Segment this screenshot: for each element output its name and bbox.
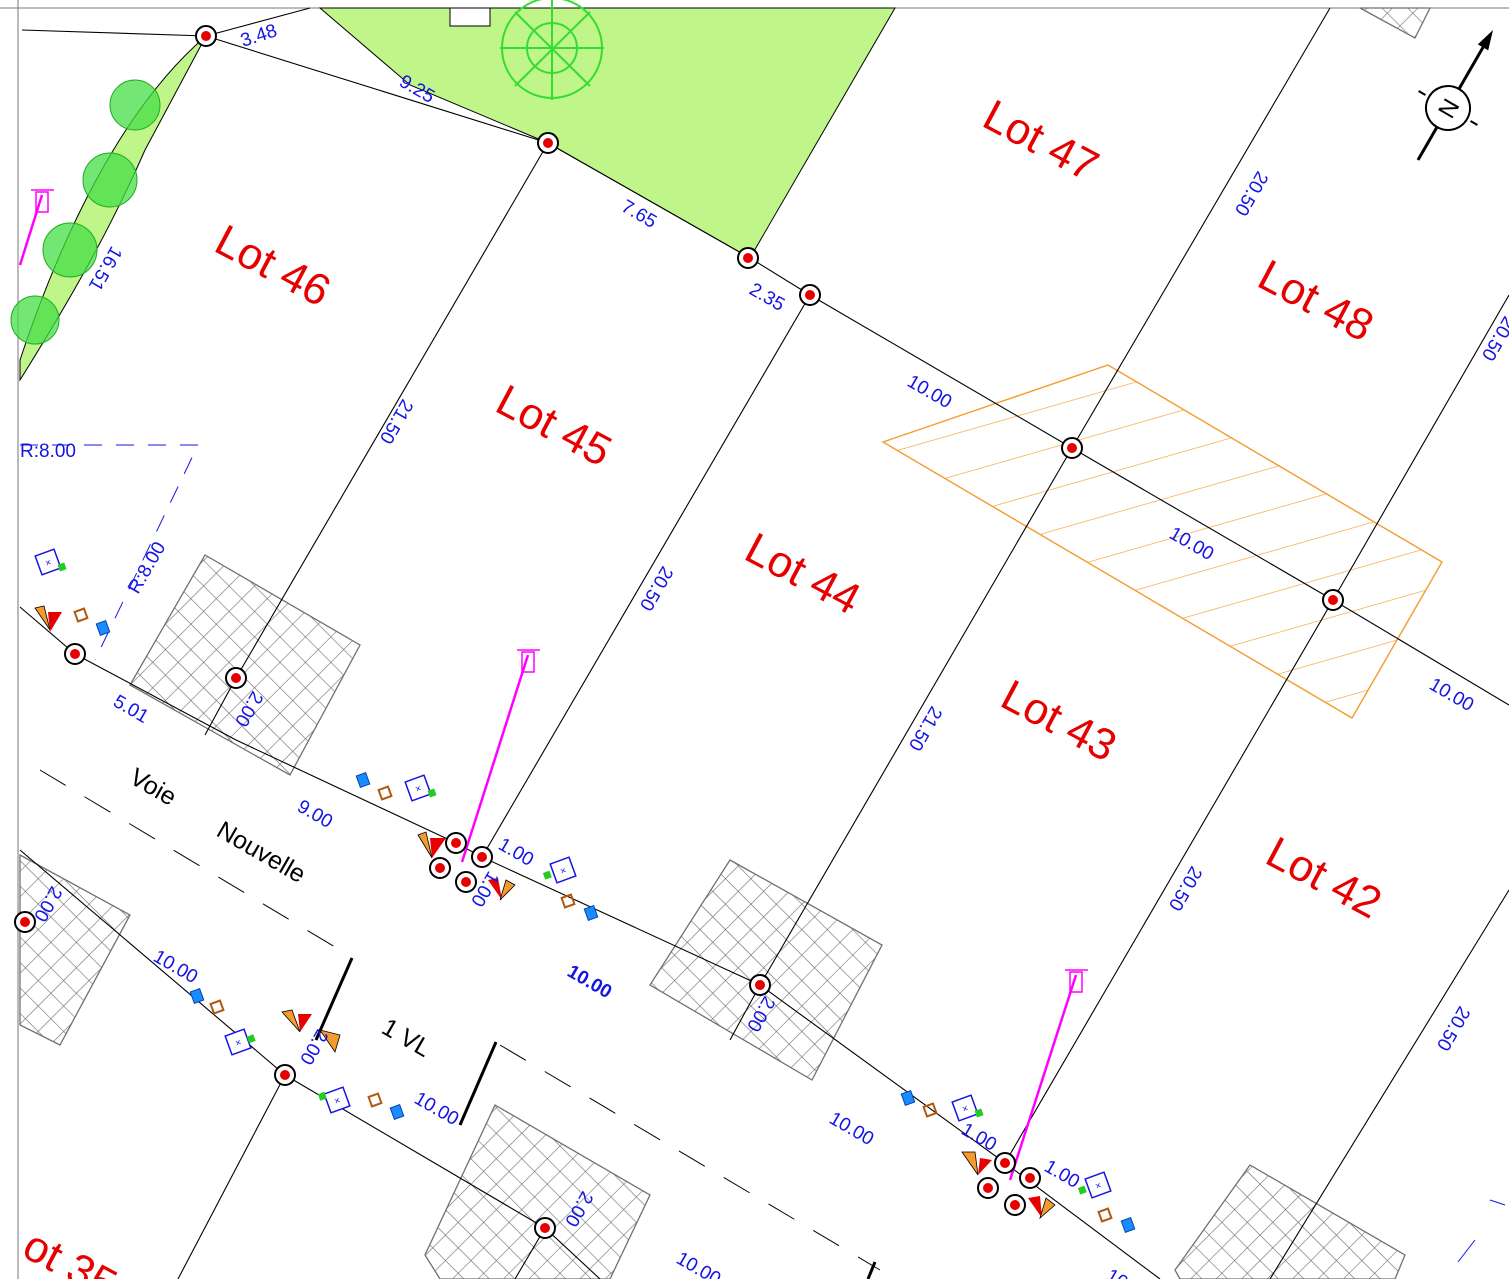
boundary-marker (749, 974, 771, 996)
boundary-marker (429, 857, 451, 879)
boundary-marker (64, 643, 86, 665)
svg-text:×: × (414, 783, 423, 795)
hatched-pad (649, 859, 883, 1081)
north-arrow-icon: N (1416, 30, 1493, 161)
hatched-pad (1359, 7, 1432, 39)
boundary-marker (445, 832, 467, 854)
boundary-marker (1004, 1194, 1026, 1216)
meter-symbols (34, 605, 1056, 1220)
svg-text:×: × (1094, 1180, 1103, 1192)
boundary-marker (225, 667, 247, 689)
boundary-marker (1019, 1167, 1041, 1189)
dimension-label: R:8.00 (20, 441, 76, 462)
street-lamp (1008, 969, 1088, 1181)
svg-text:×: × (234, 1037, 243, 1049)
svg-text:×: × (961, 1103, 970, 1115)
boundary-marker (737, 247, 759, 269)
boundary-marker (994, 1152, 1016, 1174)
radius-dashed-line (1489, 1199, 1506, 1206)
boundary-marker (274, 1064, 296, 1086)
boundary-marker (14, 911, 36, 933)
hatched-pad (424, 1104, 651, 1279)
hatched-pad (19, 853, 131, 1046)
boundary-marker (455, 871, 477, 893)
hatched-pad (1174, 1164, 1406, 1279)
boundary-marker (471, 846, 493, 868)
tree-symbol (500, 0, 604, 100)
boundary-markers (14, 25, 1344, 1239)
svg-text:×: × (44, 557, 53, 569)
boundary-marker (537, 132, 559, 154)
svg-text:×: × (333, 1095, 342, 1107)
svg-text:×: × (559, 865, 568, 877)
street-lamp (18, 189, 54, 266)
road-centerline (39, 769, 881, 1271)
boundary-marker (799, 284, 821, 306)
boundary-marker (1061, 437, 1083, 459)
easement-hatched-area (881, 364, 1443, 719)
shrub-symbols (10, 79, 161, 345)
radius-dashed-line (20, 444, 199, 661)
hatched-pad (129, 554, 361, 776)
boundary-marker (195, 25, 217, 47)
boundary-marker (534, 1217, 556, 1239)
utility-boxes: × × × × × × × (34, 548, 1136, 1233)
boundary-marker (977, 1177, 999, 1199)
boundary-marker (1322, 589, 1344, 611)
street-lamp (460, 649, 540, 863)
